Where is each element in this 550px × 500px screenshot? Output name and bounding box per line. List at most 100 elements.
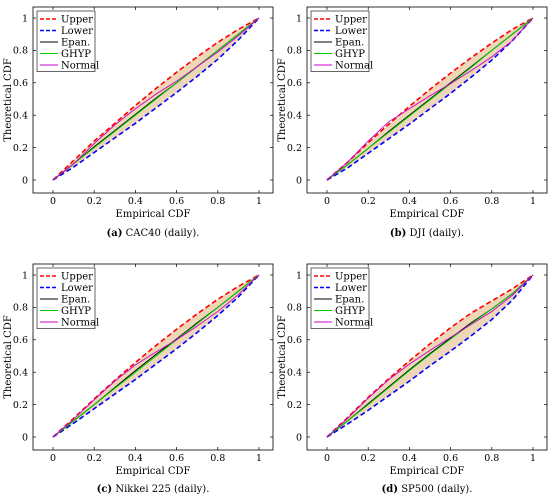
x-tick-label: 0.4 [402,453,417,464]
x-tick-label: 0 [50,196,56,207]
x-tick-label: 0.6 [169,453,184,464]
x-tick-label: 0.4 [128,453,143,464]
chart-panel-4: 0 0.2 0.4 0.6 0.8 1 0 0.2 0.4 0.6 0.8 1 Empirical CD… [277,263,548,495]
panel-caption: (a) CAC40 (daily). [107,228,200,239]
series-line-ghyp [326,274,534,438]
legend-box [36,10,96,72]
y-tick-label: 0.4 [13,111,28,122]
x-tick-label: 0.6 [443,196,458,207]
legend-box [310,267,370,329]
y-tick-label: 1 [22,13,28,24]
x-tick-label: 0.4 [402,196,417,207]
y-tick-label: 0 [22,175,28,186]
x-axis-label: Empirical CDF [116,209,191,220]
series-line-upper [326,17,534,181]
y-tick-label: 0.4 [287,111,302,122]
legend-entry: Normal [61,318,99,329]
x-tick-label: 0.8 [210,453,225,464]
series-line-upper [52,17,260,181]
y-tick-label: 0.6 [287,78,302,89]
y-tick-label: 0.8 [287,46,302,57]
y-tick-label: 1 [22,270,28,281]
y-axis-label: Theoretical CDF [277,58,288,142]
x-tick-label: 1 [256,196,262,207]
chart-panel-3: 0 0.2 0.4 0.6 0.8 1 0 0.2 0.4 0.6 0.8 1 Empirical CD… [3,263,274,495]
caption-text: SP500 (daily). [398,484,472,495]
x-tick-label: 0.2 [87,196,102,207]
y-axis-label: Theoretical CDF [3,315,14,399]
x-tick-label: 0.8 [484,196,499,207]
series-line-ghyp [52,17,260,181]
series-line-upper [326,274,534,438]
y-tick-label: 0 [22,432,28,443]
legend-entry: Lower [61,283,93,294]
y-tick-label: 0.4 [287,368,302,379]
legend-entry: Normal [61,61,99,72]
legend-entry: Upper [335,15,367,26]
series-line-normal [326,274,534,438]
x-axis-label: Empirical CDF [116,466,191,477]
series-line-normal [326,17,534,181]
legend-box [36,267,96,329]
caption-text: Nikkei 225 (daily). [112,484,209,495]
legend-entry: Epan. [335,295,364,306]
plot-frame [32,6,274,194]
plot-frame [32,263,274,451]
x-tick-label: 0 [324,453,330,464]
legend-entry: GHYP [61,306,91,317]
x-axis-label: Empirical CDF [390,209,465,220]
caption-label: (d) [382,484,398,495]
y-tick-label: 0.8 [13,303,28,314]
series-line-upper [52,274,260,438]
caption-label: (c) [97,484,113,495]
plot-frame [306,6,548,194]
legend-entry: Normal [335,61,373,72]
legend-entry: GHYP [335,49,365,60]
legend-entry: Lower [335,283,367,294]
x-tick-label: 0.8 [210,196,225,207]
panel-caption: (b) DJI (daily). [390,228,464,239]
y-tick-label: 1 [296,13,302,24]
legend-entry: Upper [61,272,93,283]
series-line-normal [52,274,260,438]
y-tick-label: 0.2 [13,143,28,154]
series-line-normal [52,17,260,181]
panel-caption: (c) Nikkei 225 (daily). [97,484,210,495]
series-line-lower [52,17,260,181]
x-tick-label: 1 [256,453,262,464]
caption-text: DJI (daily). [406,228,464,239]
legend-entry: Epan. [61,38,90,49]
x-tick-label: 1 [530,196,536,207]
y-tick-label: 0 [296,432,302,443]
y-tick-label: 0.4 [13,368,28,379]
y-tick-label: 0.6 [13,78,28,89]
legend-entry: Epan. [335,38,364,49]
y-tick-label: 0.8 [287,303,302,314]
legend-entry: Upper [61,15,93,26]
y-tick-label: 0.8 [13,46,28,57]
x-axis-label: Empirical CDF [390,466,465,477]
y-tick-label: 0.2 [13,400,28,411]
x-tick-label: 0 [50,453,56,464]
x-tick-label: 1 [530,453,536,464]
y-axis-label: Theoretical CDF [277,315,288,399]
y-tick-label: 0.2 [287,400,302,411]
x-tick-label: 0.6 [443,453,458,464]
legend-entry: Epan. [61,295,90,306]
legend-entry: GHYP [335,306,365,317]
legend-entry: Upper [335,272,367,283]
panel-caption: (d) SP500 (daily). [382,484,473,495]
chart-panel-2: 0 0.2 0.4 0.6 0.8 1 0 0.2 0.4 0.6 0.8 1 Empirical CD… [277,6,548,239]
x-tick-label: 0.2 [87,453,102,464]
plot-frame [306,263,548,451]
y-tick-label: 0.6 [287,335,302,346]
y-tick-label: 0.6 [13,335,28,346]
y-tick-label: 1 [296,270,302,281]
series-line-lower [52,274,260,438]
legend-entry: Lower [335,26,367,37]
y-axis-label: Theoretical CDF [3,58,14,142]
